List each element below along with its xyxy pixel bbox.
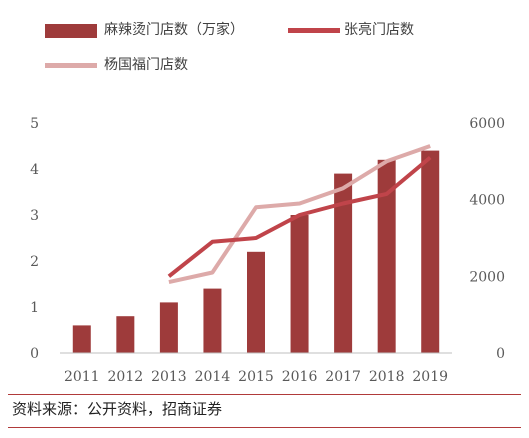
left-axis-tick: 5 (30, 116, 39, 132)
bar-2017 (334, 173, 353, 353)
bar-2019 (421, 150, 440, 353)
line-series-1 (168, 144, 431, 285)
line-series-0 (167, 155, 432, 278)
x-axis-tick-2011: 2011 (64, 369, 100, 385)
left-axis-tick: 2 (30, 254, 39, 270)
bar-2015 (247, 251, 265, 353)
x-axis-tick-2019: 2019 (412, 369, 448, 385)
x-axis-tick-2016: 2016 (282, 369, 318, 385)
bar-2011 (72, 325, 91, 353)
x-axis-tick-2012: 2012 (108, 369, 144, 385)
bar-2018 (377, 159, 396, 353)
legend-line1-swatch (288, 28, 340, 33)
bar-2016 (290, 215, 309, 353)
chart-canvas: 0 1 2 3 4 5 0 2000 4000 6000 2011 2012 2013 2014 2015 2… (30, 116, 505, 385)
right-axis-tick: 4000 (469, 193, 505, 209)
legend-line2-swatch (45, 63, 97, 68)
legend-bar-swatch (45, 24, 97, 38)
left-axis-tick: 0 (30, 346, 39, 362)
x-axis-tick-2018: 2018 (369, 369, 405, 385)
left-axis-tick: 4 (30, 162, 39, 178)
bar-2013 (159, 302, 178, 353)
x-axis-tick-2014: 2014 (195, 369, 231, 385)
source-note: 资料来源：公开资料，招商证券 (12, 400, 223, 418)
right-axis-tick: 2000 (469, 269, 505, 285)
top-rule (8, 394, 521, 395)
left-axis-tick: 1 (30, 300, 39, 316)
left-axis-tick: 3 (30, 208, 39, 224)
right-axis-tick: 6000 (469, 116, 505, 132)
right-axis-tick: 0 (496, 346, 505, 362)
legend-bar-label: 麻辣烫门店数（万家） (104, 22, 244, 38)
legend-line1-label: 张亮门店数 (344, 22, 414, 38)
x-axis-tick-2015: 2015 (238, 369, 274, 385)
bar-2014 (203, 288, 222, 353)
bar-2012 (116, 316, 135, 353)
x-axis-tick-2013: 2013 (151, 369, 187, 385)
bottom-rule (8, 427, 521, 428)
legend-line2-label: 杨国福门店数 (104, 57, 188, 73)
x-axis-tick-2017: 2017 (325, 369, 361, 385)
